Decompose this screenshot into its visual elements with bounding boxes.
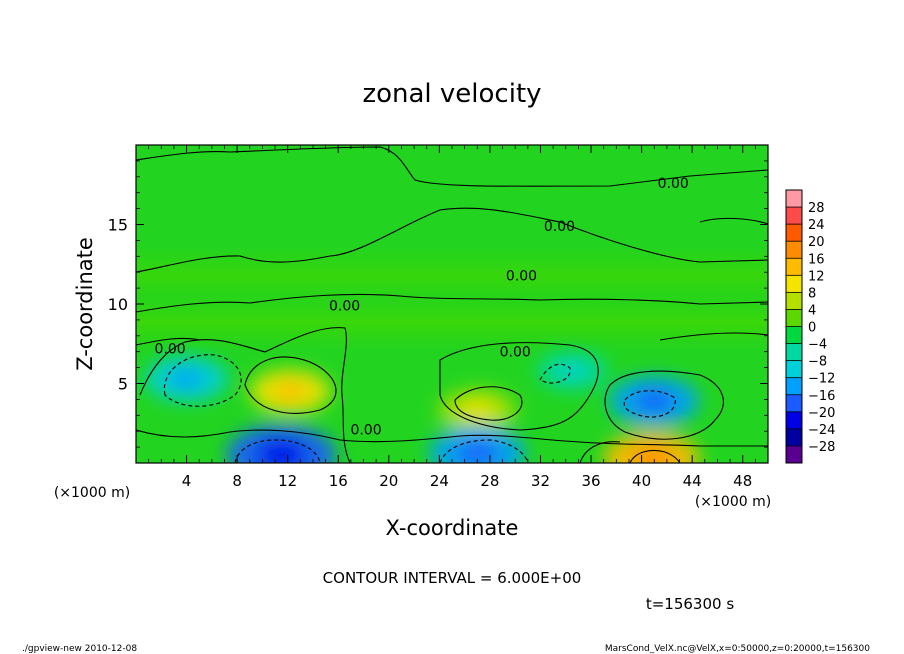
x-tick-label: 16 [329, 472, 348, 490]
x-tick-label: 48 [733, 472, 752, 490]
contour-line [234, 439, 321, 463]
contour-label: 0.00 [506, 268, 537, 284]
x-tick-label: 40 [632, 472, 651, 490]
contour-line [139, 327, 351, 463]
contour-line [659, 332, 768, 341]
contour-interval-text: CONTOUR INTERVAL = 6.000E+00 [323, 569, 582, 587]
x-tick-label: 32 [531, 472, 550, 490]
colorbar-swatch [786, 275, 802, 293]
x-tick-label: 36 [581, 472, 600, 490]
negative-anomaly-core [456, 441, 499, 463]
contour-label: 0.00 [155, 342, 186, 358]
contour-line [136, 293, 768, 313]
colorbar-swatch [786, 309, 802, 327]
colorbar-label: −16 [808, 389, 835, 404]
y-tick-label: 5 [118, 375, 128, 394]
colorbar-swatch [786, 343, 802, 361]
contour-line [539, 363, 571, 384]
colorbar-swatch [786, 394, 802, 413]
footer-right: MarsCond_VelX.nc@VelX,x=0:50000,z=0:2000… [605, 644, 870, 654]
colorbar-swatch [786, 377, 802, 396]
colorbar-label: −4 [808, 338, 827, 353]
plot-area: 0.00 0.00 0.00 0.00 0.00 0.00 0.00 [136, 145, 768, 463]
x-tick-label: 24 [430, 472, 449, 490]
contour-label: 0.00 [329, 299, 360, 315]
x-tick-label: 12 [278, 472, 297, 490]
colorbar-label: 20 [808, 235, 825, 250]
colorbar-swatch [786, 292, 802, 310]
positive-anomaly-core [273, 381, 308, 402]
colorbar-label: −24 [808, 423, 835, 438]
contour-label: 0.00 [500, 345, 531, 361]
x-unit-right: (×1000 m) [695, 494, 771, 510]
colorbar-swatch [786, 326, 802, 344]
chart-title: zonal velocity [362, 79, 541, 109]
positive-anomaly-core [630, 445, 673, 463]
colorbar-label: 4 [808, 303, 816, 318]
contour-line [454, 386, 523, 421]
colorbar-label: −12 [808, 372, 835, 387]
contour-line [136, 429, 768, 447]
colorbar-swatch [786, 360, 802, 378]
x-tick-label: 8 [232, 472, 242, 490]
colorbar-label: 16 [808, 252, 825, 267]
contour-line [439, 439, 529, 463]
colorbar-swatch [786, 224, 802, 242]
colorbar-label: −8 [808, 355, 827, 370]
colorbar-swatch [786, 411, 802, 430]
colorbar-swatch [786, 190, 802, 208]
contour-line [136, 337, 201, 346]
contour-line [244, 356, 337, 414]
y-axis-label: Z-coordinate [73, 237, 97, 371]
contour-line [439, 342, 599, 431]
footer-left: ./gpview-new 2010-12-08 [22, 644, 137, 654]
contour-line [163, 354, 242, 407]
contour-label: 0.00 [350, 423, 381, 439]
contour-line [579, 441, 621, 463]
time-label: t=156300 s [646, 595, 734, 613]
colorbar-swatch [786, 258, 802, 276]
x-tick-label: 44 [683, 472, 702, 490]
x-tick-label: 28 [480, 472, 499, 490]
negative-anomaly-core [634, 389, 674, 413]
colorbar-swatch [786, 428, 802, 447]
colorbar-swatch [786, 445, 802, 464]
y-tick-label: 10 [108, 295, 128, 314]
x-tick-label: 4 [182, 472, 192, 490]
contour-line [623, 390, 676, 418]
contour-label: 0.00 [544, 219, 575, 235]
negative-anomaly-core [168, 368, 205, 390]
colorbar-label: 12 [808, 269, 825, 284]
positive-anomaly-core [460, 400, 494, 421]
band-lower [136, 295, 768, 350]
x-unit-left: (×1000 m) [54, 485, 130, 501]
contour-line [136, 146, 768, 187]
colorbar-label: 24 [808, 218, 825, 233]
colorbar-label: 8 [808, 286, 816, 301]
colorbar-label: 0 [808, 321, 816, 336]
contour-line [604, 370, 724, 440]
y-axis: 5 10 15 [108, 160, 768, 448]
colorbar: 28 24 20 16 12 8 4 0 −4 −8 −12 −16 −20 −24 −28 [785, 189, 835, 464]
colorbar-label: −20 [808, 406, 835, 421]
x-axis-label: X-coordinate [386, 516, 519, 540]
contour-line [629, 449, 681, 463]
colorbar-swatch [786, 241, 802, 259]
x-axis: 4 8 12 16 20 24 28 32 36 40 44 48 [148, 145, 756, 490]
negative-anomaly-core [557, 362, 587, 380]
colorbar-swatch [786, 207, 802, 225]
contour-line [699, 217, 768, 225]
x-tick-label: 20 [379, 472, 398, 490]
colorbar-label: −28 [808, 440, 835, 455]
contour-label: 0.00 [658, 176, 689, 192]
contour-line [136, 207, 768, 273]
negative-anomaly-core [256, 440, 306, 463]
y-tick-label: 15 [108, 216, 128, 235]
colorbar-label: 28 [808, 201, 825, 216]
